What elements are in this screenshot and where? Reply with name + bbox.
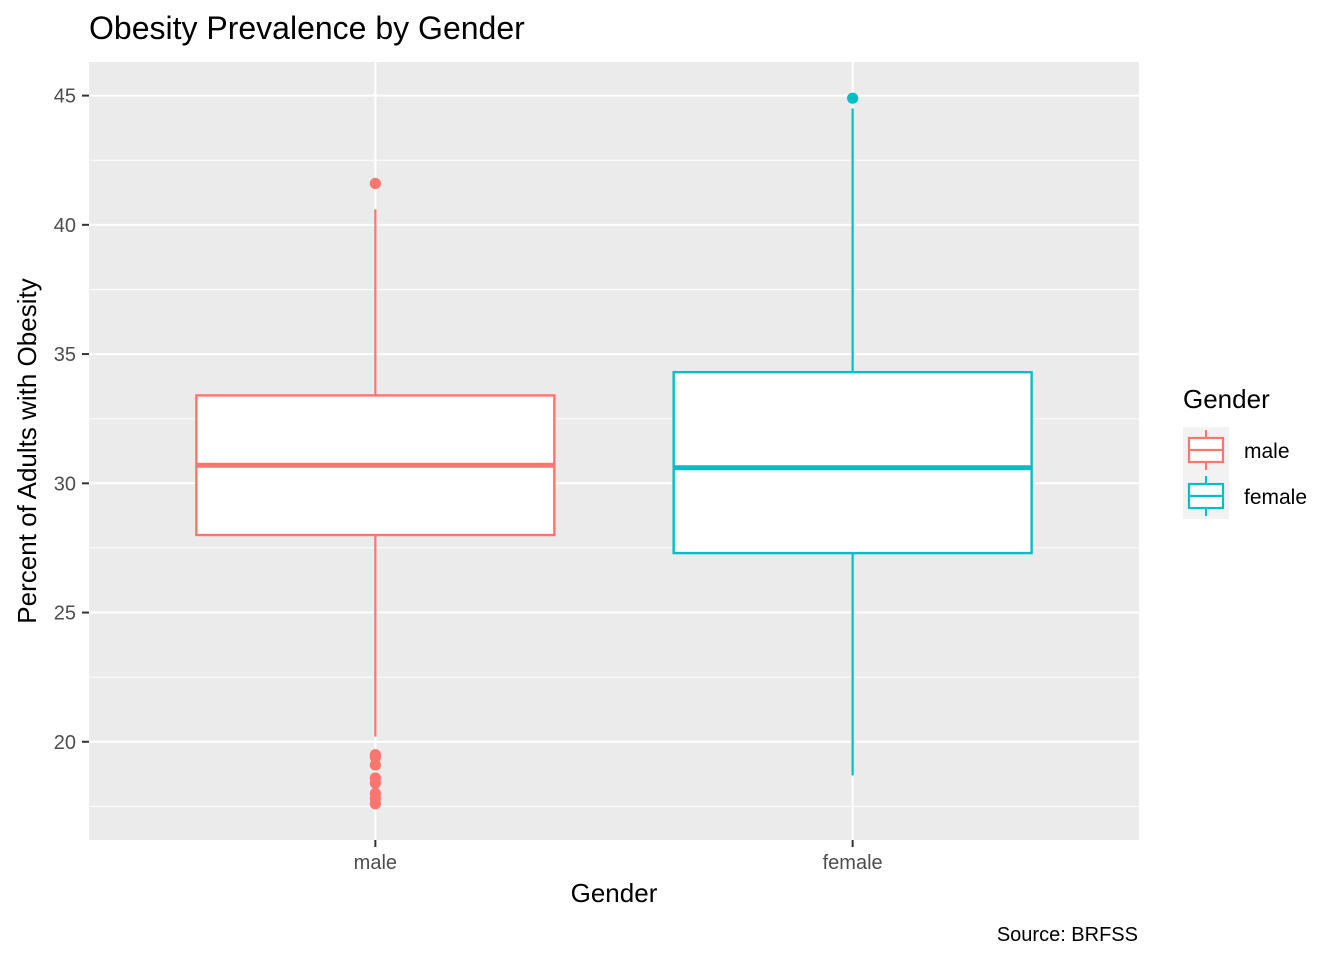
y-tick-label: 25 [54, 603, 76, 625]
outlier-point [369, 759, 381, 771]
legend: Gender male female [1183, 384, 1307, 519]
legend-label: male [1244, 440, 1290, 463]
chart-caption: Source: BRFSS [997, 924, 1138, 946]
y-tick-label: 40 [54, 215, 76, 237]
legend-label: female [1244, 486, 1307, 509]
outlier-point [369, 751, 381, 763]
outlier-point [369, 177, 381, 190]
y-tick-label: 20 [54, 732, 76, 754]
outlier-point [369, 798, 381, 810]
box-body [672, 370, 1033, 555]
y-tick-label: 45 [54, 86, 76, 108]
box-female [672, 92, 1033, 776]
chart-title: Obesity Prevalence by Gender [89, 10, 525, 46]
x-axis-title: Gender [571, 878, 658, 908]
y-axis: 20 25 30 35 40 45 [54, 86, 89, 754]
y-tick-label: 35 [54, 344, 76, 366]
legend-key-female: female [1183, 473, 1307, 519]
y-tick-label: 30 [54, 473, 76, 495]
x-tick-label: male [354, 852, 397, 874]
outlier-point [847, 92, 859, 104]
outlier-point [369, 777, 381, 789]
y-axis-title: Percent of Adults with Obesity [12, 278, 42, 623]
x-axis: male female [354, 840, 883, 874]
x-tick-label: female [823, 852, 883, 874]
legend-keys: male female [1183, 427, 1307, 519]
boxplot-layer [195, 92, 1033, 810]
legend-title: Gender [1183, 384, 1270, 414]
legend-key-male: male [1183, 427, 1290, 473]
box-male [195, 177, 556, 810]
